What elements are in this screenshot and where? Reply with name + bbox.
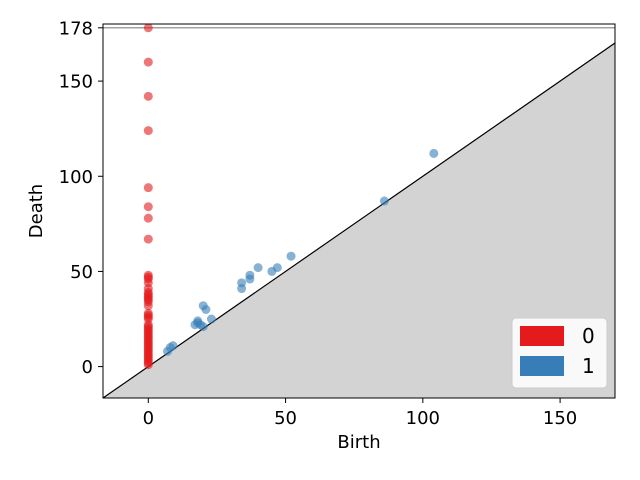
point-dim0 bbox=[143, 213, 153, 223]
point-dim0 bbox=[143, 91, 153, 101]
y-axis: 0 50 100 150 178 bbox=[59, 18, 103, 378]
legend-swatch-1 bbox=[520, 356, 564, 376]
x-tick-label: 100 bbox=[406, 408, 440, 429]
x-tick-label: 50 bbox=[274, 408, 297, 429]
point-dim0 bbox=[143, 24, 153, 33]
point-dim0 bbox=[143, 57, 153, 67]
point-dim1 bbox=[245, 274, 255, 284]
legend-label-1: 1 bbox=[582, 354, 595, 378]
point-dim0 bbox=[143, 126, 153, 136]
legend: 01 bbox=[511, 317, 608, 389]
y-tick-label: 0 bbox=[82, 357, 93, 378]
point-dim0 bbox=[143, 301, 153, 311]
legend-label-0: 0 bbox=[582, 324, 595, 348]
point-dim1 bbox=[237, 284, 247, 294]
y-tick-label: 50 bbox=[70, 262, 93, 283]
y-tick-label: 150 bbox=[59, 72, 93, 93]
point-dim1 bbox=[168, 341, 178, 351]
x-axis: 0 50 100 150 bbox=[143, 398, 577, 429]
plot-area bbox=[103, 24, 615, 398]
point-dim1 bbox=[429, 148, 439, 158]
y-axis-label: Death bbox=[26, 184, 47, 238]
point-dim0 bbox=[143, 183, 153, 193]
x-tick-label: 150 bbox=[543, 408, 577, 429]
point-dim1 bbox=[193, 318, 203, 328]
point-dim1 bbox=[253, 263, 263, 273]
point-dim1 bbox=[206, 314, 216, 324]
y-tick-label: 178 bbox=[59, 18, 93, 39]
point-dim1 bbox=[198, 301, 208, 311]
point-dim0 bbox=[143, 360, 153, 370]
diagonal-line bbox=[103, 42, 615, 398]
point-dim1 bbox=[286, 251, 296, 261]
point-dim0 bbox=[143, 202, 153, 212]
y-tick-label: 100 bbox=[59, 167, 93, 188]
point-dim1 bbox=[267, 266, 277, 276]
legend-swatch-0 bbox=[520, 326, 564, 346]
point-dim0 bbox=[143, 234, 153, 244]
x-tick-label: 0 bbox=[143, 408, 154, 429]
point-dim1 bbox=[379, 196, 389, 206]
plot-frame bbox=[102, 23, 616, 399]
point-dim1 bbox=[163, 346, 173, 356]
x-axis-label: Birth bbox=[337, 432, 380, 453]
